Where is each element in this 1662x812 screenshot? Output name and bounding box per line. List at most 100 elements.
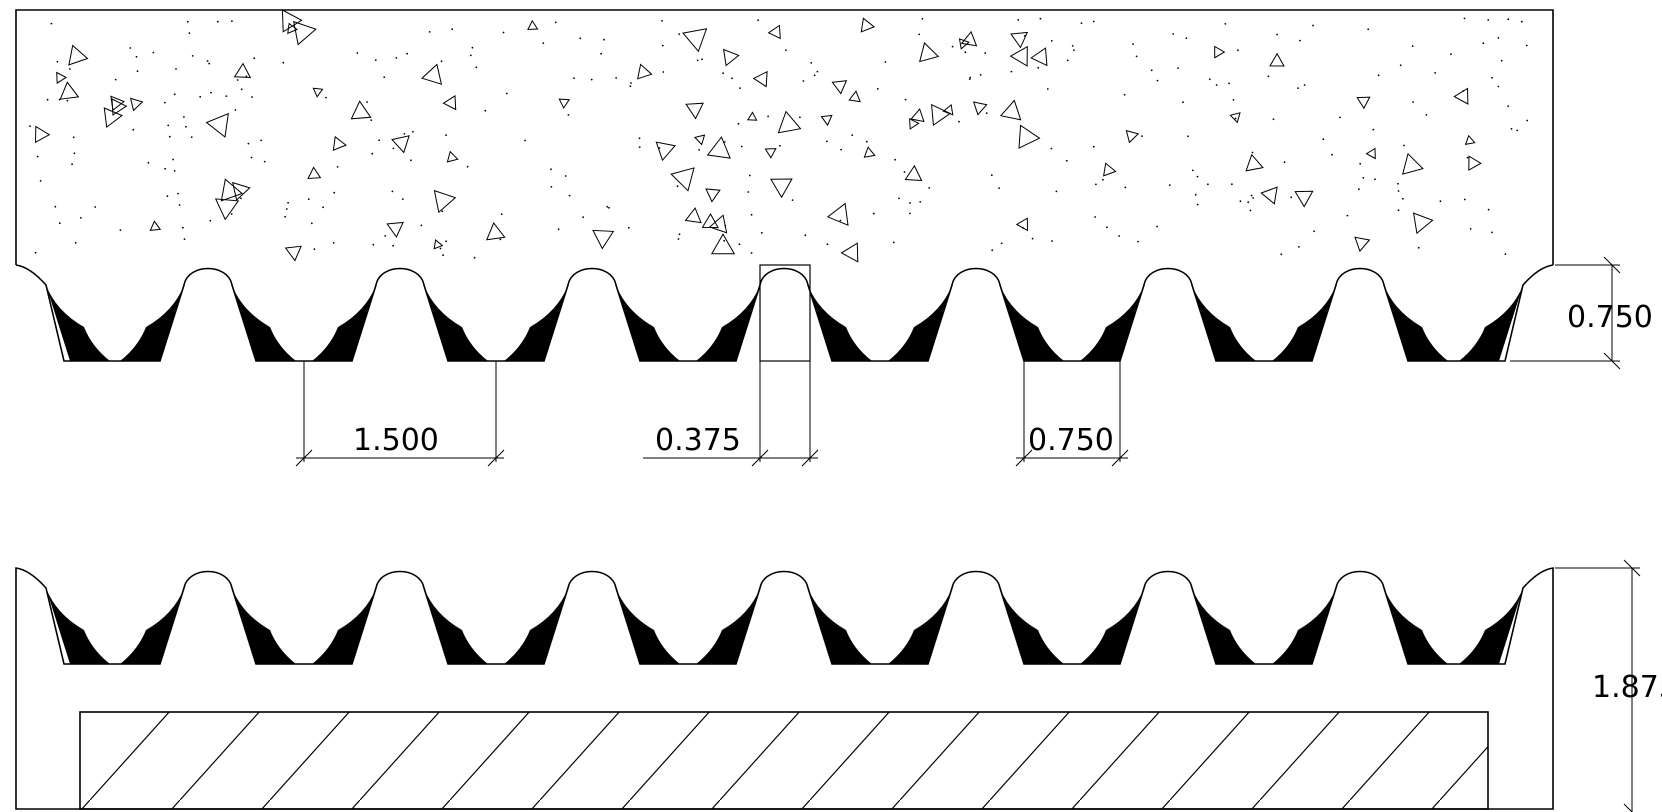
aggregate-dot (779, 144, 781, 147)
formwork-corner-fills (46, 588, 1523, 664)
dimension-form-height: 1.875 (1555, 559, 1662, 812)
aggregate-triangle (129, 97, 144, 112)
aggregate-dot (1000, 242, 1003, 245)
aggregate-triangle (232, 181, 251, 201)
aggregate-dot (1402, 197, 1404, 200)
aggregate-dot (1516, 129, 1519, 132)
aggregate-triangle (863, 146, 876, 158)
aggregate-dot (894, 158, 896, 161)
aggregate-dot (1439, 200, 1442, 203)
aggregate-dot (1172, 33, 1175, 35)
aggregate-triangle (1412, 212, 1434, 235)
profile-fill-wedge (120, 588, 184, 664)
aggregate-dot (1491, 231, 1493, 234)
profile-fill-wedge (1192, 588, 1256, 664)
aggregate-dot (826, 140, 828, 143)
aggregate-dot (1497, 85, 1500, 88)
aggregate-dot (391, 190, 394, 193)
dim-label-rib-spacing: 1.500 (353, 423, 439, 458)
aggregate-triangle (1294, 190, 1314, 208)
aggregate-dot (1482, 42, 1485, 45)
aggregate-dot (1023, 35, 1026, 37)
aggregate-triangle (442, 95, 457, 111)
aggregate-dot (1280, 253, 1283, 256)
aggregate-dot (439, 247, 442, 250)
aggregate-dot (310, 222, 313, 225)
aggregate-dot (1046, 88, 1049, 90)
aggregate-triangle (312, 87, 324, 98)
aggregate-dot (1358, 188, 1360, 191)
aggregate-dot (658, 147, 661, 149)
aggregate-dot (1092, 145, 1095, 148)
aggregate-dot (1403, 144, 1405, 147)
aggregate-dot (71, 163, 73, 166)
aggregate-dot (629, 85, 632, 87)
profile-fill-wedge (1192, 285, 1256, 361)
aggregate-dot (750, 213, 753, 216)
aggregate-dot (816, 70, 819, 73)
aggregate-triangle (34, 125, 51, 144)
aggregate-triangle (746, 111, 758, 121)
aggregate-triangle (910, 108, 925, 123)
aggregate-dot (58, 222, 61, 225)
aggregate-triangle (637, 63, 653, 80)
dim-label-form-height: 1.875 (1592, 670, 1662, 705)
aggregate-dot (724, 224, 727, 227)
aggregate-dot (1520, 20, 1523, 23)
aggregate-triangle (972, 101, 988, 116)
aggregate-dot (582, 216, 584, 219)
aggregate-triangle (684, 207, 702, 224)
aggregate-dot (826, 243, 829, 246)
aggregate-dot (696, 59, 699, 62)
aggregate-dot (66, 99, 69, 102)
aggregate-dot (384, 235, 387, 237)
aggregate-triangle (1401, 152, 1424, 175)
aggregate-triangle (999, 99, 1022, 121)
aggregate-dot (1507, 105, 1510, 107)
aggregate-dot (313, 248, 316, 251)
aggregate-dot (1208, 78, 1211, 81)
profile-fill-wedge (1000, 285, 1064, 361)
aggregate-dot (1417, 246, 1420, 249)
aggregate-triangle (752, 70, 768, 88)
aggregate-dot (336, 166, 339, 168)
aggregate-dot (969, 76, 972, 79)
aggregate-dot (1191, 169, 1194, 172)
aggregate-dot (1397, 190, 1400, 192)
aggregate-dot (36, 155, 39, 158)
aggregate-dot (378, 139, 380, 142)
aggregate-dot (1250, 194, 1253, 197)
aggregate-dot (909, 202, 911, 204)
aggregate-dot (757, 19, 759, 22)
aggregate-dot (1037, 66, 1040, 69)
aggregate-triangle (1229, 112, 1241, 124)
aggregate-dot (1156, 225, 1158, 228)
aggregate-dot (410, 159, 412, 162)
aggregate-dot (1359, 162, 1362, 165)
aggregate-dot (1487, 208, 1490, 211)
aggregate-dot (1497, 37, 1500, 39)
aggregate-dot (600, 52, 602, 55)
aggregate-dot (199, 95, 202, 98)
aggregate-dot (333, 191, 336, 194)
aggregate-dot (445, 134, 447, 137)
aggregate-triangle (1464, 134, 1476, 145)
aggregate-dot (608, 206, 610, 209)
aggregate-dot (1137, 240, 1139, 243)
aggregate-dot (54, 205, 57, 208)
aggregate-dot (1196, 175, 1199, 178)
aggregate-dot (442, 254, 444, 257)
aggregate-triangle (764, 148, 777, 159)
aggregate-dot (183, 238, 186, 241)
dimension-rib-height: 0.750 (1510, 256, 1653, 370)
aggregate-dot (1237, 49, 1239, 52)
aggregate-dot (499, 238, 502, 241)
aggregate-dot (1251, 151, 1254, 154)
aggregate-triangle (281, 9, 303, 33)
aggregate-triangle (421, 63, 443, 85)
profile-fill-wedge (504, 285, 568, 361)
aggregate-triangle (960, 30, 978, 47)
aggregate-dot (325, 96, 327, 99)
profile-fill-wedge (1384, 285, 1448, 361)
aggregate-dot (1331, 153, 1333, 156)
